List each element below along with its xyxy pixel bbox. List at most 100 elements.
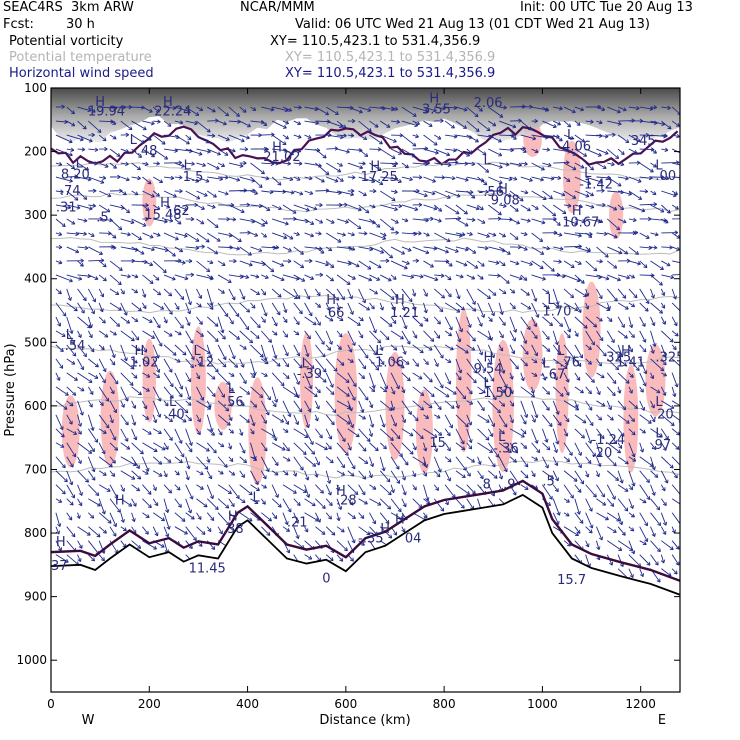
wind-vector-head	[150, 193, 155, 198]
wind-vector-head	[329, 459, 334, 464]
wind-vector	[358, 386, 369, 401]
wind-vector	[661, 148, 669, 151]
wind-vector	[250, 274, 260, 278]
wind-vector-head	[664, 479, 669, 484]
wind-vector	[542, 288, 550, 294]
wind-vector-head	[156, 119, 161, 124]
wind-vector-head	[94, 363, 99, 368]
wind-vector-head	[653, 245, 658, 250]
wind-vector	[487, 372, 495, 382]
stratosphere-band	[51, 88, 680, 144]
wind-vector	[671, 358, 680, 367]
wind-vector	[542, 302, 550, 310]
wind-vector-head	[529, 261, 533, 266]
wind-vector-head	[116, 322, 121, 327]
wind-vector	[671, 526, 676, 534]
wind-vector	[671, 456, 680, 466]
field-pv-xy: XY= 110.5,423.1 to 531.4,356.9	[270, 34, 481, 49]
wind-vector	[401, 232, 417, 235]
wind-vector-head	[153, 419, 158, 424]
wind-vector	[380, 204, 398, 211]
wind-vector	[606, 484, 616, 500]
wind-vector-head	[330, 421, 335, 426]
wind-vector-head	[360, 408, 365, 413]
wind-vector-head	[364, 460, 369, 465]
wind-vector	[174, 120, 184, 124]
wind-vector-head	[622, 219, 627, 224]
wind-vector	[185, 470, 189, 481]
wind-vector-head	[565, 418, 570, 423]
wind-vector	[639, 484, 651, 500]
wind-vector	[239, 400, 245, 407]
wind-vector-head	[89, 390, 94, 395]
wind-vector-head	[133, 374, 138, 379]
wind-vector	[369, 400, 373, 408]
wind-vector	[261, 218, 268, 225]
wind-vector-head	[362, 475, 367, 480]
wind-vector-head	[330, 391, 335, 396]
wind-vector	[120, 288, 125, 295]
wind-vector	[596, 470, 600, 477]
wind-vector-head	[197, 418, 201, 423]
wind-vector-head	[351, 465, 356, 470]
wind-vector	[261, 162, 275, 165]
wind-vector	[563, 372, 570, 383]
wind-vector	[271, 232, 287, 239]
wind-vector	[196, 498, 208, 508]
wind-vector-head	[109, 419, 114, 424]
wind-vector-head	[391, 197, 396, 201]
wind-vector	[455, 330, 461, 343]
wind-vector	[639, 554, 651, 566]
wind-vector	[488, 162, 503, 168]
wind-vector	[336, 400, 351, 409]
wind-vector	[542, 148, 550, 151]
wind-vector-head	[370, 305, 375, 310]
wind-vector-head	[419, 435, 424, 440]
wind-vector-head	[100, 258, 105, 263]
wind-vector	[206, 386, 216, 397]
wind-vector-head	[390, 406, 396, 411]
wind-vector	[617, 106, 627, 111]
wind-vector-head	[585, 193, 590, 198]
wind-vector-head	[155, 354, 160, 359]
contour-label: -1.06	[370, 355, 404, 370]
wind-vector-head	[631, 303, 636, 308]
wind-vector	[336, 498, 342, 510]
wind-vector	[499, 148, 514, 151]
wind-vector-head	[270, 268, 275, 273]
wind-vector	[120, 358, 135, 370]
wind-vector	[185, 232, 200, 242]
wind-vector-head	[447, 276, 452, 281]
wind-vector	[239, 512, 253, 522]
wind-vector	[66, 344, 77, 357]
wind-vector-head	[338, 506, 343, 510]
wind-vector	[250, 414, 255, 427]
wind-vector	[228, 428, 234, 434]
wind-vector	[131, 512, 135, 522]
wind-vector	[66, 204, 81, 209]
wind-vector	[369, 470, 373, 478]
wind-vector-head	[428, 404, 433, 409]
wind-vector	[66, 400, 74, 407]
wind-vector	[585, 400, 593, 411]
wind-vector-head	[385, 258, 390, 264]
contour-label: -.39	[297, 367, 322, 382]
wind-vector	[185, 386, 191, 400]
y-tick-label: 900	[24, 590, 47, 604]
wind-vector-head	[318, 434, 323, 439]
wind-vector	[152, 316, 161, 329]
wind-vector-head	[415, 258, 420, 263]
contour-label: H	[370, 160, 380, 175]
wind-vector-head	[101, 450, 106, 455]
wind-vector	[542, 204, 557, 217]
wind-vector-head	[664, 219, 669, 224]
wind-vector	[109, 498, 121, 513]
wind-vector	[55, 344, 64, 352]
wind-vector-head	[496, 409, 501, 414]
wind-vector	[606, 358, 619, 371]
wind-vector-head	[481, 219, 486, 224]
wind-vector-head	[617, 389, 622, 394]
wind-vector	[325, 162, 341, 173]
wind-vector	[401, 344, 406, 355]
wind-vector-head	[419, 274, 424, 279]
